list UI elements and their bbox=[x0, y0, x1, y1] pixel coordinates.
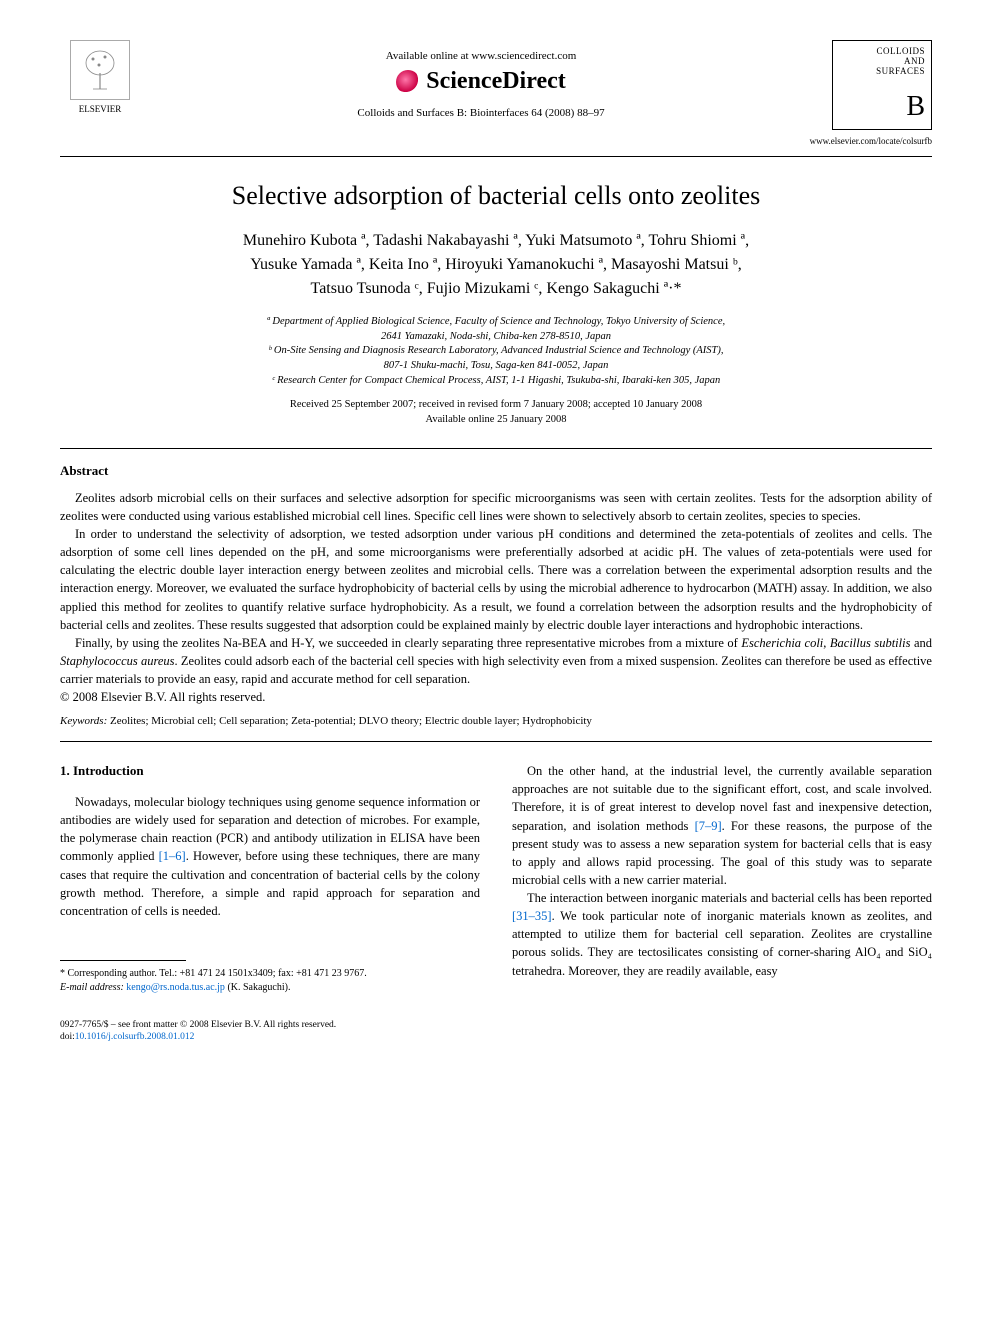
journal-cover-box: COLLOIDS AND SURFACES B bbox=[832, 40, 932, 130]
right-column: On the other hand, at the industrial lev… bbox=[512, 762, 932, 995]
intro-p3-part2: . We took particular note of inorganic m… bbox=[512, 909, 932, 977]
email-suffix: (K. Sakaguchi). bbox=[225, 982, 291, 993]
intro-p3-ref1[interactable]: [31–35] bbox=[512, 909, 552, 923]
abstract-p3-part3: and bbox=[910, 636, 932, 650]
journal-reference: Colloids and Surfaces B: Biointerfaces 6… bbox=[140, 107, 822, 119]
journal-cover-block: COLLOIDS AND SURFACES B www.elsevier.com… bbox=[822, 40, 932, 146]
footnote-block: * Corresponding author. Tel.: +81 471 24… bbox=[60, 967, 480, 995]
available-online-text: Available online at www.sciencedirect.co… bbox=[140, 50, 822, 62]
left-column: 1. Introduction Nowadays, molecular biol… bbox=[60, 762, 480, 995]
keywords-label: Keywords: bbox=[60, 715, 107, 727]
dates-block: Received 25 September 2007; received in … bbox=[60, 398, 932, 427]
intro-p3: The interaction between inorganic materi… bbox=[512, 889, 932, 980]
abstract-p3-italic2: Bacillus subtilis bbox=[830, 636, 911, 650]
affiliation-a-line2: 2641 Yamazaki, Noda-shi, Chiba-ken 278-8… bbox=[60, 330, 932, 345]
keywords-text: Zeolites; Microbial cell; Cell separatio… bbox=[107, 715, 592, 727]
corresponding-author: * Corresponding author. Tel.: +81 471 24… bbox=[60, 967, 480, 981]
affiliation-b: ᵇ On-Site Sensing and Diagnosis Research… bbox=[60, 344, 932, 359]
journal-url: www.elsevier.com/locate/colsurfb bbox=[810, 136, 932, 146]
abstract-p3-part1: Finally, by using the zeolites Na-BEA an… bbox=[75, 636, 741, 650]
email-address[interactable]: kengo@rs.noda.tus.ac.jp bbox=[126, 982, 225, 993]
abstract-p1: Zeolites adsorb microbial cells on their… bbox=[60, 489, 932, 525]
affiliation-a: ª Department of Applied Biological Scien… bbox=[60, 315, 932, 330]
intro-p1: Nowadays, molecular biology techniques u… bbox=[60, 793, 480, 920]
abstract-text: Zeolites adsorb microbial cells on their… bbox=[60, 489, 932, 688]
abstract-heading: Abstract bbox=[60, 463, 932, 479]
elsevier-tree-icon bbox=[70, 40, 130, 100]
footnote-separator bbox=[60, 960, 186, 961]
received-date: Received 25 September 2007; received in … bbox=[60, 398, 932, 413]
abstract-top-rule bbox=[60, 448, 932, 449]
available-date: Available online 25 January 2008 bbox=[60, 413, 932, 428]
footer-meta: 0927-7765/$ – see front matter © 2008 El… bbox=[60, 1019, 932, 1044]
abstract-p3-italic3: Staphylococcus aureus bbox=[60, 654, 175, 668]
abstract-p3-part2: , bbox=[823, 636, 830, 650]
email-line: E-mail address: kengo@rs.noda.tus.ac.jp … bbox=[60, 981, 480, 995]
elsevier-logo: ELSEVIER bbox=[60, 40, 140, 114]
keywords-line: Keywords: Zeolites; Microbial cell; Cell… bbox=[60, 715, 932, 727]
two-column-body: 1. Introduction Nowadays, molecular biol… bbox=[60, 762, 932, 995]
doi-line: doi:10.1016/j.colsurfb.2008.01.012 bbox=[60, 1031, 932, 1043]
authors-line-2: Yusuke Yamada ª, Keita Ino ª, Hiroyuki Y… bbox=[60, 253, 932, 277]
intro-p2-ref1[interactable]: [7–9] bbox=[695, 819, 722, 833]
sciencedirect-logo: ScienceDirect bbox=[140, 68, 822, 95]
article-title: Selective adsorption of bacterial cells … bbox=[60, 181, 932, 211]
email-label: E-mail address: bbox=[60, 982, 124, 993]
affiliations-block: ª Department of Applied Biological Scien… bbox=[60, 315, 932, 388]
journal-box-title: COLLOIDS AND SURFACES bbox=[839, 47, 925, 77]
authors-block: Munehiro Kubota ª, Tadashi Nakabayashi ª… bbox=[60, 229, 932, 301]
abstract-p3: Finally, by using the zeolites Na-BEA an… bbox=[60, 634, 932, 688]
journal-box-b: B bbox=[839, 92, 925, 123]
abstract-bottom-rule bbox=[60, 741, 932, 742]
affiliation-b-line2: 807-1 Shuku-machi, Tosu, Saga-ken 841-00… bbox=[60, 359, 932, 374]
front-matter-line: 0927-7765/$ – see front matter © 2008 El… bbox=[60, 1019, 932, 1031]
section-1-heading: 1. Introduction bbox=[60, 762, 480, 781]
center-header: Available online at www.sciencedirect.co… bbox=[140, 40, 822, 119]
abstract-copyright: © 2008 Elsevier B.V. All rights reserved… bbox=[60, 690, 932, 705]
sciencedirect-swirl-icon bbox=[396, 70, 420, 94]
doi-label: doi: bbox=[60, 1032, 75, 1042]
top-rule bbox=[60, 156, 932, 157]
authors-line-3: Tatsuo Tsunoda ᶜ, Fujio Mizukami ᶜ, Keng… bbox=[60, 277, 932, 301]
header-row: ELSEVIER Available online at www.science… bbox=[60, 40, 932, 146]
sciencedirect-text: ScienceDirect bbox=[426, 68, 566, 95]
intro-p1-ref1[interactable]: [1–6] bbox=[159, 849, 186, 863]
intro-p3-part1: The interaction between inorganic materi… bbox=[527, 891, 932, 905]
elsevier-label: ELSEVIER bbox=[79, 104, 122, 114]
affiliation-c: ᶜ Research Center for Compact Chemical P… bbox=[60, 374, 932, 389]
abstract-p3-part4: . Zeolites could adsorb each of the bact… bbox=[60, 654, 932, 686]
doi-value[interactable]: 10.1016/j.colsurfb.2008.01.012 bbox=[75, 1032, 195, 1042]
abstract-p3-italic1: Escherichia coli bbox=[741, 636, 823, 650]
authors-line-1: Munehiro Kubota ª, Tadashi Nakabayashi ª… bbox=[60, 229, 932, 253]
intro-p2: On the other hand, at the industrial lev… bbox=[512, 762, 932, 889]
journal-box-line3: SURFACES bbox=[839, 67, 925, 77]
abstract-p2: In order to understand the selectivity o… bbox=[60, 525, 932, 634]
